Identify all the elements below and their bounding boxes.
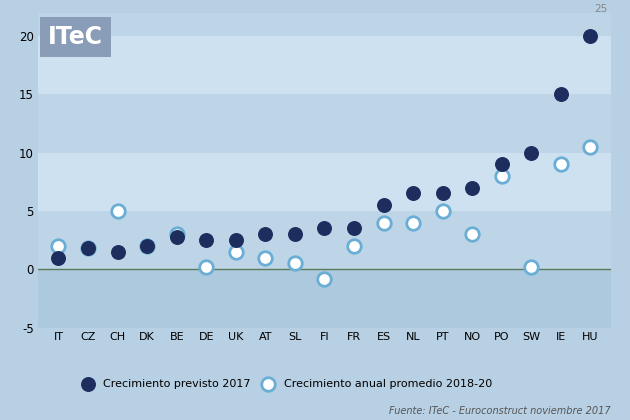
- Point: [231, 248, 241, 255]
- Point: [496, 173, 507, 179]
- Point: [319, 225, 329, 232]
- Point: [142, 243, 152, 249]
- Text: Fuente: ITeC - Euroconstruct noviembre 2017: Fuente: ITeC - Euroconstruct noviembre 2…: [389, 406, 611, 416]
- Point: [171, 233, 181, 240]
- Point: [408, 219, 418, 226]
- Point: [379, 219, 389, 226]
- Bar: [38, 269, 611, 328]
- Bar: [38, 13, 611, 36]
- Point: [319, 275, 329, 282]
- Point: [585, 143, 595, 150]
- Point: [290, 260, 300, 267]
- Point: [408, 190, 418, 197]
- Point: [556, 91, 566, 97]
- Point: [438, 207, 448, 214]
- Point: [201, 237, 211, 244]
- Point: [260, 254, 270, 261]
- Text: 25: 25: [594, 4, 607, 14]
- Bar: [38, 211, 611, 269]
- Point: [83, 245, 93, 252]
- Point: [467, 184, 478, 191]
- Point: [113, 248, 123, 255]
- Point: [54, 254, 64, 261]
- Point: [496, 161, 507, 168]
- Bar: [38, 152, 611, 211]
- Point: [201, 264, 211, 270]
- Point: [585, 33, 595, 39]
- Point: [349, 243, 359, 249]
- Legend: Crecimiento previsto 2017, Crecimiento anual promedio 2018-20: Crecimiento previsto 2017, Crecimiento a…: [72, 374, 496, 393]
- Text: ITeC: ITeC: [48, 25, 103, 49]
- Point: [54, 243, 64, 249]
- Point: [526, 149, 536, 156]
- Point: [467, 231, 478, 238]
- Point: [83, 245, 93, 252]
- Point: [526, 264, 536, 270]
- Point: [171, 231, 181, 238]
- Point: [113, 207, 123, 214]
- Point: [556, 161, 566, 168]
- Point: [349, 225, 359, 232]
- Bar: [38, 36, 611, 94]
- Point: [290, 231, 300, 238]
- Point: [379, 202, 389, 208]
- Bar: [38, 94, 611, 152]
- Point: [260, 231, 270, 238]
- Point: [438, 190, 448, 197]
- Point: [142, 243, 152, 249]
- Point: [231, 237, 241, 244]
